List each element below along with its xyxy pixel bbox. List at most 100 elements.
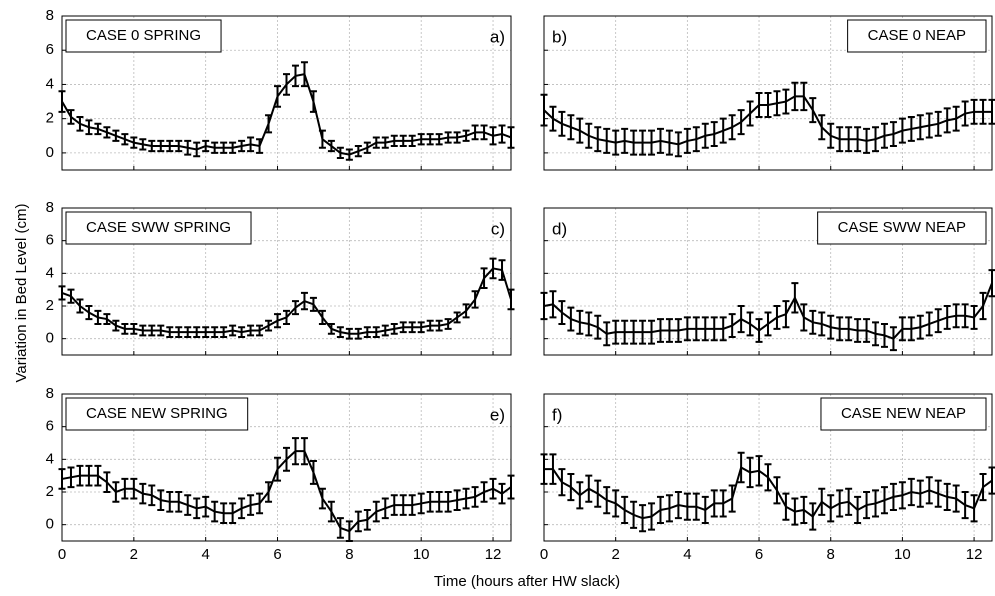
x-tick-label: 0 [540, 546, 548, 563]
error-bar [399, 134, 407, 148]
error-bar [576, 117, 584, 144]
error-bar [354, 327, 362, 340]
error-bar [567, 473, 575, 502]
error-bar [845, 487, 853, 516]
error-bar [916, 479, 924, 508]
y-tick-label: 4 [46, 75, 54, 92]
error-bar [274, 456, 282, 482]
error-bar [444, 131, 452, 144]
error-bar [283, 309, 290, 325]
error-bar [67, 466, 75, 489]
error-bar [791, 497, 799, 526]
error-bar [480, 124, 488, 141]
error-bar [594, 479, 602, 508]
error-bar [737, 451, 745, 484]
case-label-box [65, 19, 222, 53]
error-bar [130, 477, 138, 500]
error-bar [585, 311, 593, 337]
y-tick-label: 2 [46, 110, 54, 127]
error-bar [988, 269, 995, 298]
error-bar [809, 309, 817, 335]
error-bar [148, 324, 156, 337]
error-bar [952, 105, 960, 132]
error-bar [782, 492, 790, 521]
error-bar [265, 481, 273, 503]
error-bar [507, 288, 515, 311]
error-bar [112, 129, 120, 142]
error-bar [737, 109, 745, 136]
error-bar [800, 81, 808, 112]
error-bar [898, 481, 906, 510]
error-bar [336, 326, 344, 339]
error-bar [719, 316, 727, 342]
error-bar [318, 487, 326, 510]
error-bar [701, 316, 709, 342]
error-bar [970, 305, 978, 330]
error-bar [121, 133, 129, 146]
error-bar [139, 138, 147, 151]
error-bar [639, 129, 647, 156]
error-bar [103, 471, 111, 493]
error-bar [94, 309, 102, 325]
error-bar [818, 487, 826, 516]
error-bar [453, 489, 461, 511]
error-bar [363, 141, 371, 154]
error-bar [202, 495, 210, 518]
error-bar [58, 285, 66, 301]
case-label-box [817, 211, 987, 245]
error-bar [381, 324, 389, 337]
error-bar [229, 324, 237, 337]
error-bar [408, 134, 416, 148]
y-tick-label: 4 [46, 264, 54, 281]
case-label-box [65, 211, 252, 245]
error-bar [130, 322, 138, 335]
error-bar [157, 324, 165, 337]
error-bar [193, 141, 201, 158]
error-bar [354, 510, 362, 533]
error-bar [970, 98, 978, 125]
error-bar [791, 81, 799, 112]
error-bar [426, 319, 434, 332]
x-tick-label: 2 [612, 546, 620, 563]
error-bar [827, 314, 835, 340]
error-bar [558, 468, 566, 497]
error-bar [67, 288, 75, 304]
error-bar [417, 492, 425, 515]
error-bar [701, 122, 709, 149]
error-bar [854, 495, 862, 525]
error-bar [916, 114, 924, 141]
error-bar [435, 319, 443, 332]
error-bar [202, 326, 210, 339]
error-bar [916, 314, 924, 340]
x-tick-label: 12 [485, 546, 502, 563]
error-bar [665, 318, 673, 343]
error-bar [925, 112, 933, 139]
error-bar [148, 484, 156, 507]
error-bar [782, 88, 790, 115]
error-bar [58, 90, 66, 113]
error-bar [872, 321, 880, 347]
error-bar [746, 311, 754, 337]
error-bar [94, 464, 102, 487]
error-bar [773, 476, 781, 505]
error-bar [827, 494, 835, 523]
error-bar [854, 318, 862, 343]
error-bar [845, 316, 853, 342]
error-bar [381, 497, 389, 520]
error-bar [300, 291, 308, 311]
error-bar [639, 504, 647, 533]
y-tick-label: 0 [46, 144, 54, 161]
error-bar [863, 318, 871, 343]
error-bar [755, 92, 763, 118]
error-bar [354, 145, 362, 158]
error-bar [121, 477, 129, 500]
error-bar [372, 136, 380, 149]
error-bar [907, 477, 915, 507]
error-bar [683, 492, 691, 521]
panel-letter: d) [552, 219, 567, 238]
error-bar [166, 326, 174, 339]
error-bar [480, 267, 488, 290]
error-bar [898, 117, 906, 144]
y-axis-label: Variation in Bed Level (cm) [13, 204, 30, 383]
error-bar [621, 319, 629, 345]
